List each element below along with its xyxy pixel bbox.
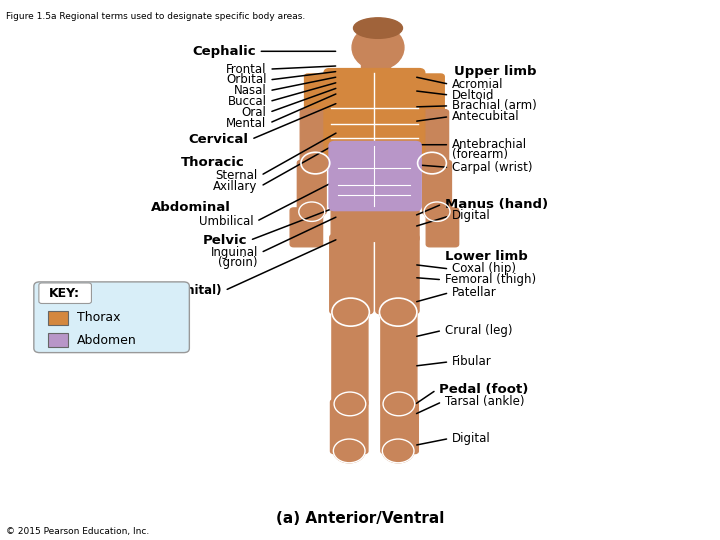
Text: Nasal: Nasal — [234, 84, 266, 97]
Text: Mental: Mental — [226, 117, 266, 130]
Text: Orbital: Orbital — [226, 73, 266, 86]
Text: Digital: Digital — [452, 432, 491, 445]
Text: Thorax: Thorax — [77, 311, 120, 324]
Bar — [48, 333, 68, 347]
Text: Axillary: Axillary — [213, 180, 258, 193]
Text: Figure 1.5a Regional terms used to designate specific body areas.: Figure 1.5a Regional terms used to desig… — [6, 12, 305, 21]
Circle shape — [379, 298, 417, 326]
Text: Umbilical: Umbilical — [199, 215, 253, 228]
Text: Inguinal: Inguinal — [210, 246, 258, 259]
FancyBboxPatch shape — [332, 310, 368, 406]
FancyBboxPatch shape — [300, 110, 332, 165]
FancyBboxPatch shape — [331, 199, 419, 241]
FancyBboxPatch shape — [329, 141, 421, 211]
Text: Pubic (genital): Pubic (genital) — [125, 284, 222, 297]
Text: Brachial (arm): Brachial (arm) — [452, 99, 537, 112]
Circle shape — [332, 298, 369, 326]
FancyBboxPatch shape — [324, 69, 425, 156]
FancyBboxPatch shape — [381, 400, 418, 454]
Text: © 2015 Pearson Education, Inc.: © 2015 Pearson Education, Inc. — [6, 528, 149, 536]
Text: Digital: Digital — [452, 210, 491, 222]
Bar — [48, 310, 68, 325]
Text: Deltoid: Deltoid — [452, 89, 495, 102]
FancyBboxPatch shape — [297, 160, 326, 214]
FancyBboxPatch shape — [426, 208, 459, 247]
Text: Frontal: Frontal — [226, 63, 266, 76]
Text: Femoral (thigh): Femoral (thigh) — [445, 273, 536, 286]
Text: Buccal: Buccal — [228, 95, 266, 108]
FancyBboxPatch shape — [423, 160, 451, 214]
Text: Acromial: Acromial — [452, 78, 504, 91]
Text: Pelvic: Pelvic — [202, 234, 247, 247]
FancyBboxPatch shape — [305, 74, 337, 116]
FancyBboxPatch shape — [412, 74, 444, 116]
Text: Cephalic: Cephalic — [192, 45, 256, 58]
FancyBboxPatch shape — [381, 310, 417, 406]
Text: Antecubital: Antecubital — [452, 110, 520, 123]
Circle shape — [418, 152, 446, 174]
Text: Crural (leg): Crural (leg) — [445, 324, 513, 337]
Text: Tarsal (ankle): Tarsal (ankle) — [445, 395, 524, 408]
Text: (forearm): (forearm) — [452, 148, 508, 161]
Text: Antebrachial: Antebrachial — [452, 138, 527, 151]
Circle shape — [424, 202, 450, 221]
Text: Oral: Oral — [241, 106, 266, 119]
Text: Manus (hand): Manus (hand) — [445, 198, 548, 211]
Circle shape — [334, 392, 366, 416]
Ellipse shape — [354, 18, 402, 38]
Text: Upper limb: Upper limb — [454, 65, 536, 78]
Circle shape — [383, 392, 415, 416]
Circle shape — [333, 439, 365, 463]
Circle shape — [382, 439, 414, 463]
FancyBboxPatch shape — [290, 208, 323, 247]
Text: Carpal (wrist): Carpal (wrist) — [452, 161, 533, 174]
Circle shape — [299, 202, 325, 221]
Text: Pedal (foot): Pedal (foot) — [439, 383, 528, 396]
Text: Coxal (hip): Coxal (hip) — [452, 262, 516, 275]
Text: Abdominal: Abdominal — [150, 201, 230, 214]
Text: Thoracic: Thoracic — [181, 156, 245, 168]
FancyBboxPatch shape — [39, 283, 91, 303]
Text: Patellar: Patellar — [452, 286, 497, 299]
FancyBboxPatch shape — [376, 234, 419, 314]
FancyBboxPatch shape — [34, 282, 189, 353]
Text: Abdomen: Abdomen — [77, 334, 137, 347]
Text: KEY:: KEY: — [49, 287, 81, 300]
FancyBboxPatch shape — [417, 110, 449, 165]
Text: (a) Anterior/Ventral: (a) Anterior/Ventral — [276, 511, 444, 526]
Text: (groin): (groin) — [218, 256, 258, 269]
Text: Sternal: Sternal — [215, 169, 258, 182]
Text: Fibular: Fibular — [452, 355, 492, 368]
FancyBboxPatch shape — [330, 400, 368, 454]
Ellipse shape — [352, 25, 404, 70]
Text: Cervical: Cervical — [189, 133, 248, 146]
FancyBboxPatch shape — [361, 58, 390, 75]
Circle shape — [301, 152, 330, 174]
Text: Lower limb: Lower limb — [445, 250, 528, 263]
FancyBboxPatch shape — [330, 234, 373, 314]
